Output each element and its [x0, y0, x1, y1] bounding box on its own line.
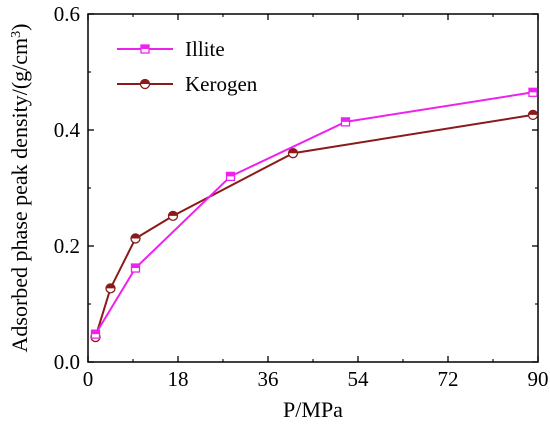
data-point-illite — [340, 117, 351, 127]
y-tick-label: 0.2 — [54, 234, 80, 258]
x-axis-ticks: 0 18 36 54 72 90 — [83, 14, 549, 391]
data-point-illite — [130, 263, 141, 273]
data-point-kerogen — [287, 148, 299, 159]
y-axis-ticks: 0.0 0.2 0.4 0.6 — [54, 2, 538, 374]
data-point-illite — [90, 329, 101, 339]
y-axis-title: Adsorbed phase peak density/(g/cm3) — [7, 24, 32, 353]
y-tick-label: 0.4 — [54, 118, 81, 142]
legend-label-kerogen: Kerogen — [185, 72, 258, 96]
legend-marker-kerogen — [139, 78, 151, 90]
legend-marker-illite — [140, 44, 150, 54]
x-axis-title: P/MPa — [283, 397, 343, 422]
data-point-kerogen — [167, 210, 179, 221]
x-tick-label: 36 — [258, 367, 279, 391]
x-tick-label: 54 — [348, 367, 370, 391]
x-tick-label: 0 — [83, 367, 94, 391]
legend-label-illite: Illite — [185, 37, 225, 61]
series-line-illite — [94, 91, 534, 335]
data-point-illite — [225, 171, 236, 182]
x-tick-label: 72 — [438, 367, 459, 391]
x-tick-label: 18 — [168, 367, 189, 391]
data-point-kerogen — [130, 233, 141, 244]
y-tick-label: 0.0 — [54, 350, 80, 374]
y-axis-title-superscript: 3 — [9, 31, 24, 38]
data-point-kerogen — [527, 109, 539, 121]
data-point-illite — [528, 87, 538, 97]
plot-frame — [87, 13, 539, 363]
data-point-kerogen — [105, 283, 116, 294]
series-layer — [90, 87, 539, 343]
y-tick-label: 0.6 — [54, 2, 80, 26]
x-tick-label: 90 — [528, 367, 549, 391]
y-axis-title-end: ) — [7, 24, 32, 31]
series-kerogen — [90, 109, 539, 343]
series-illite — [90, 87, 538, 339]
legend: Illite Kerogen — [117, 37, 258, 96]
y-axis-title-main: Adsorbed phase peak density/(g/cm — [7, 38, 32, 353]
series-line-kerogen — [94, 113, 534, 338]
